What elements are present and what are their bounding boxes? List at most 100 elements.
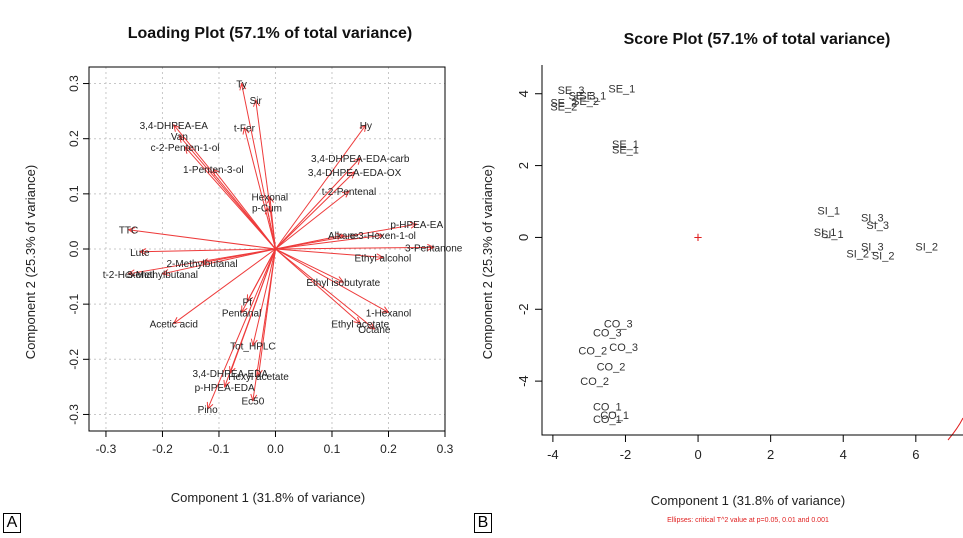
loading-arrow [207, 248, 276, 410]
y-tick-label: 0.2 [67, 130, 81, 147]
loading-plot-y-axis-label: Component 2 (25.3% of variance) [23, 165, 38, 359]
x-tick-label: 0 [694, 447, 701, 462]
score-point-label: CO_2 [578, 346, 607, 358]
loading-variable-label: Van [171, 132, 188, 143]
loading-arrow [252, 248, 276, 346]
score-point-label: SE_1 [608, 83, 635, 95]
loading-arrowhead [347, 170, 356, 179]
score-point-label: CO_1 [600, 410, 629, 422]
loading-arrow [275, 171, 355, 250]
loading-plot-title: Loading Plot (57.1% of total variance) [128, 25, 413, 42]
x-tick-label: 0.1 [324, 442, 341, 456]
loading-variable-label: Ec50 [241, 397, 264, 408]
loading-arrow [212, 168, 276, 250]
loading-arrowhead [178, 135, 187, 143]
loading-arrowhead [172, 317, 181, 325]
x-tick-label: 4 [840, 447, 847, 462]
x-tick-label: 6 [912, 447, 919, 462]
x-tick-label: 2 [767, 447, 774, 462]
loading-variable-label: Hy [360, 121, 372, 132]
x-tick-label: 0.3 [437, 442, 454, 456]
y-tick-label: 0.1 [67, 185, 81, 202]
loading-arrowhead [173, 124, 181, 132]
loading-arrowhead [206, 401, 214, 410]
score-point-label: SE_1 [612, 144, 639, 156]
loading-arrow [275, 246, 434, 250]
y-tick-label: 0.3 [67, 75, 81, 92]
y-tick-label: 2 [516, 162, 531, 169]
loading-arrowhead [241, 305, 248, 314]
loading-arrow [243, 127, 276, 250]
loading-variable-label: Alkane [328, 231, 359, 242]
score-point-label: SI_2 [872, 250, 895, 262]
loading-variable-label: Acetic acid [150, 319, 198, 330]
loading-arrow [255, 100, 276, 250]
loading-arrowhead [127, 269, 136, 277]
score-point-label: SE_3 [558, 85, 585, 97]
score-point-label: SE_2 [550, 101, 577, 113]
loading-arrowhead [264, 206, 272, 215]
loading-arrowhead [376, 253, 384, 261]
loading-arrow [269, 196, 276, 250]
loading-arrowhead [409, 221, 418, 229]
loading-variable-label: TTC [119, 226, 138, 237]
y-tick-label: 0 [516, 234, 531, 241]
loading-arrowhead [229, 366, 236, 375]
panel-label-a: A [3, 513, 21, 533]
loading-variable-label: p-HPEA-EDA [195, 383, 255, 394]
loading-variable-label: Hexonal [251, 193, 288, 204]
loading-arrow [252, 248, 276, 401]
loading-arrow [275, 124, 367, 250]
loading-arrow [173, 248, 276, 324]
loading-arrow [184, 146, 276, 250]
loading-arrowhead [336, 232, 345, 240]
loading-variable-label: 3-Pentanone [405, 243, 463, 254]
y-tick-label: -0.3 [67, 404, 81, 425]
loading-arrow [275, 234, 344, 250]
loading-arrow [275, 234, 383, 250]
loading-variable-label: t-Fer [234, 124, 256, 135]
loading-variable-label: Ty [236, 80, 247, 91]
loading-variable-label: Ethyl isobutyrate [306, 278, 380, 289]
score-point-label: SI_2 [846, 249, 869, 261]
loading-arrowhead [212, 168, 220, 176]
loading-arrowhead [367, 322, 376, 330]
loading-arrow [275, 248, 389, 313]
loading-variable-label: Ethyl acetate [331, 319, 389, 330]
loading-arrow [162, 248, 276, 275]
loading-arrow [275, 190, 350, 250]
loading-arrow [275, 248, 375, 330]
score-point-label: CO_3 [593, 328, 622, 340]
loading-arrow [128, 248, 276, 275]
loading-plot-arrows [127, 82, 435, 410]
score-point-label: CO_1 [593, 401, 622, 413]
loading-arrow [275, 157, 361, 250]
y-tick-label: 0.0 [67, 240, 81, 257]
score-point-label: SI_3 [866, 220, 889, 232]
loading-arrowhead [127, 227, 136, 234]
score-plot: Score Plot (57.1% of total variance) + S… [480, 31, 963, 524]
loading-variable-label: 1-Hexanol [366, 308, 412, 319]
score-plot-footnote: Ellipses: critical T^2 value at p=0.05, … [667, 517, 829, 524]
y-tick-label: -4 [516, 375, 531, 387]
loading-variable-label: 3,4-DHPEA-EDA-carb [311, 154, 410, 165]
score-point-label: SI_3 [861, 213, 884, 225]
loading-arrowhead [353, 157, 362, 165]
loading-variable-label: Pentanal [222, 308, 261, 319]
loading-arrow [224, 248, 276, 388]
loading-arrow [241, 248, 276, 313]
score-point-label: CO_2 [597, 362, 626, 374]
loading-arrow [128, 229, 276, 250]
loading-plot: Loading Plot (57.1% of total variance) T… [23, 25, 463, 505]
loading-variable-label: Hexyl acetate [228, 372, 289, 383]
score-point-label: SI_1 [821, 229, 844, 241]
loading-arrow [139, 248, 276, 253]
score-point-label: SE_1 [579, 91, 606, 103]
score-point-label: SI_2 [915, 241, 938, 253]
x-tick-label: -0.3 [96, 442, 117, 456]
loading-variable-label: p-Cum [252, 204, 282, 215]
score-point-label: CO_3 [609, 342, 638, 354]
score-plot-confidence-ellipse [947, 417, 963, 441]
